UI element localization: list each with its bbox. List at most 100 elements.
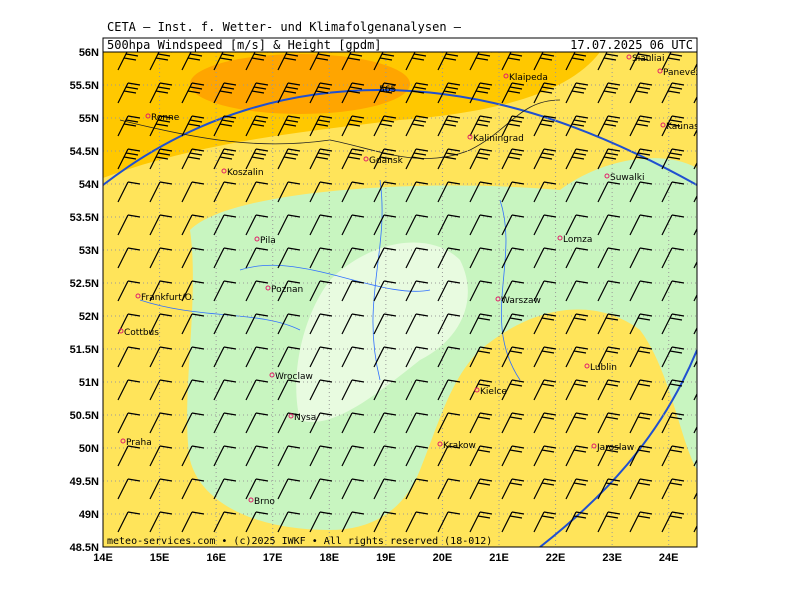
wind-barb — [373, 214, 397, 236]
y-tick-label: 48.5N — [70, 542, 99, 554]
city-label: Pila — [260, 236, 276, 246]
wind-barb — [181, 412, 205, 434]
y-tick-label: 54N — [79, 179, 99, 191]
wind-barb — [373, 346, 397, 368]
wind-barb — [437, 412, 461, 434]
wind-barb — [437, 181, 461, 203]
wind-barb — [277, 148, 301, 170]
y-tick-label: 50N — [79, 443, 99, 455]
wind-barb — [437, 214, 461, 236]
wind-barb — [213, 346, 237, 368]
wind-barb — [117, 478, 141, 500]
wind-barb — [341, 412, 365, 434]
wind-barb — [597, 82, 621, 104]
city-marker — [437, 441, 443, 447]
wind-barb — [309, 346, 333, 368]
y-tick-label: 49N — [79, 509, 99, 521]
wind-barb — [117, 115, 141, 137]
wind-barb — [405, 445, 429, 467]
wind-barb — [373, 280, 397, 302]
wind-barb — [501, 478, 525, 500]
wind-barb — [533, 214, 557, 236]
wind-barb — [277, 313, 301, 335]
wind-barb — [373, 247, 397, 269]
wind-barb — [245, 115, 269, 137]
wind-barb — [277, 412, 301, 434]
wind-barb — [565, 148, 589, 170]
wind-barb — [629, 115, 653, 137]
wind-barb — [501, 511, 525, 533]
wind-barb — [661, 346, 685, 368]
city-label: Wroclaw — [275, 372, 313, 382]
wind-barb — [213, 115, 237, 137]
y-tick-label: 53N — [79, 245, 99, 257]
title-bar — [102, 37, 698, 53]
city-label: Suwalki — [610, 173, 645, 183]
wind-barb — [565, 412, 589, 434]
wind-barb — [565, 214, 589, 236]
wind-barb — [149, 115, 173, 137]
wind-barb — [661, 379, 685, 401]
wind-barb — [501, 181, 525, 203]
wind-barb — [277, 214, 301, 236]
wind-barb — [629, 379, 653, 401]
wind-barb — [181, 346, 205, 368]
wind-barb — [469, 478, 493, 500]
city-label: Kaliningrad — [473, 134, 524, 144]
wind-barb — [181, 52, 204, 71]
wind-barb — [693, 326, 697, 335]
wind-barb — [309, 214, 333, 236]
header: CETA — Inst. f. Wetter- und Klimafolgena… — [107, 20, 462, 34]
wind-barb — [213, 412, 237, 434]
wind-barb — [469, 346, 493, 368]
wind-barb — [629, 148, 653, 170]
wind-barb — [181, 280, 205, 302]
x-tick-label: 14E — [93, 552, 113, 564]
wind-barb — [597, 379, 621, 401]
wind-barb — [245, 181, 269, 203]
wind-barb — [149, 313, 173, 335]
wind-barb — [437, 379, 461, 401]
wind-barb — [501, 280, 525, 302]
x-tick-label: 17E — [263, 552, 283, 564]
wind-barb — [597, 313, 621, 335]
wind-barb — [245, 148, 269, 170]
wind-barb — [373, 379, 397, 401]
wind-barb — [437, 247, 461, 269]
wind-barb — [405, 379, 429, 401]
wind-barb — [533, 115, 557, 137]
wind-barb — [149, 511, 173, 533]
wind-barb — [149, 412, 173, 434]
wind-barb — [661, 313, 685, 335]
wind-barb — [149, 52, 172, 71]
wind-barb — [117, 52, 140, 71]
wind-barb — [565, 52, 588, 71]
wind-barb — [533, 412, 557, 434]
wind-barb — [693, 227, 697, 236]
y-tick-label: 55.5N — [70, 80, 99, 92]
wind-barb — [437, 313, 461, 335]
wind-barb — [277, 247, 301, 269]
wind-barb — [533, 52, 556, 71]
city-marker — [145, 113, 151, 119]
wind-barb — [117, 82, 141, 104]
wind-barb — [341, 280, 365, 302]
city-label: Poznan — [271, 285, 303, 295]
wind-barb — [149, 346, 173, 368]
axis-ticks: 14E 15E 16E 17E 18E 19E 20E 21E 22E 23E 24E 56N 55.5… — [70, 47, 679, 564]
wind-barb — [373, 115, 397, 137]
wind-barb — [469, 214, 493, 236]
wind-barb — [181, 478, 205, 500]
wind-barb — [373, 313, 397, 335]
wind-barb — [629, 52, 652, 71]
wind-barb — [309, 82, 333, 104]
wind-barb — [437, 52, 460, 71]
wind-barb — [501, 214, 525, 236]
wind-barb — [533, 313, 557, 335]
city-label: Panevezys — [663, 68, 711, 78]
wind-barb — [693, 425, 697, 434]
wind-barb — [405, 115, 429, 137]
date: 17.07.2025 06 UTC — [570, 38, 693, 52]
city-label: Ronne — [151, 113, 180, 123]
wind-barb — [405, 313, 429, 335]
